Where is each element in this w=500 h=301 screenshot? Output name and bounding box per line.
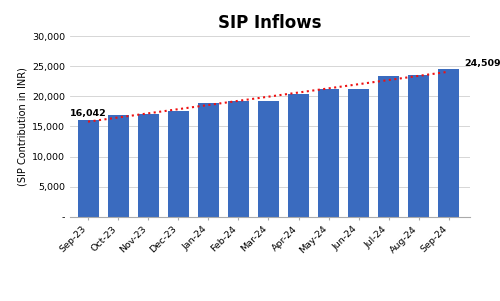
Bar [288,94,309,217]
Bar [228,101,249,217]
Bar [318,89,339,217]
Text: 24,509: 24,509 [464,59,500,68]
Bar [168,111,189,217]
Bar [258,101,279,217]
Bar [378,76,400,217]
Bar [108,115,128,217]
Bar [78,120,98,217]
Bar [138,114,158,217]
Bar [408,75,430,217]
Y-axis label: (SIP Contribution in INR): (SIP Contribution in INR) [18,67,28,186]
Bar [438,69,460,217]
Bar [348,89,369,217]
Text: 16,042: 16,042 [70,109,106,118]
Title: SIP Inflows: SIP Inflows [218,14,322,32]
Bar [198,103,219,217]
